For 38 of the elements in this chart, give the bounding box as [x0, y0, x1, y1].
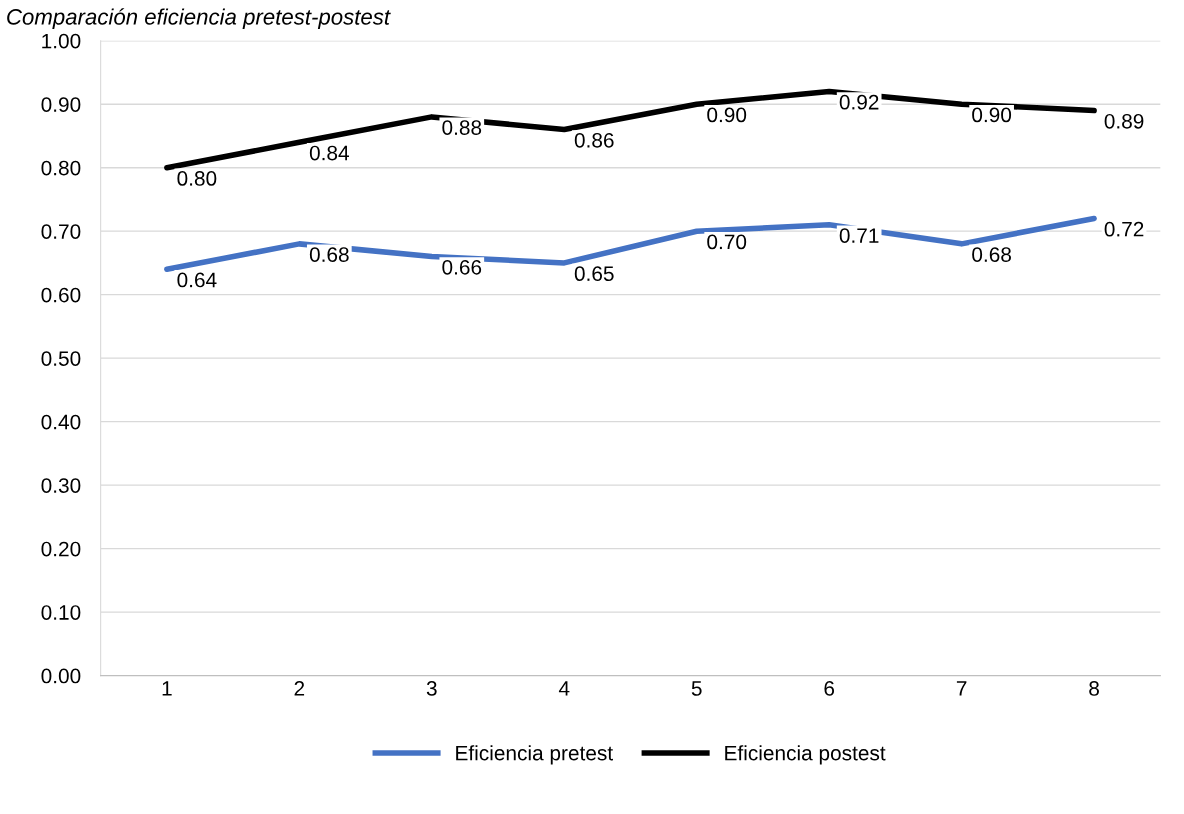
data-label: 0.88 — [442, 120, 482, 135]
y-tick-label: 0.80 — [41, 160, 81, 176]
y-tick-label: 0.40 — [41, 414, 81, 430]
data-label: 0.89 — [1104, 113, 1144, 129]
data-label: 0.68 — [972, 247, 1011, 262]
x-tick-label: 4 — [558, 681, 570, 696]
data-label: 0.80 — [177, 171, 217, 186]
legend-label: Eficiencia postest — [725, 745, 886, 765]
x-tick-label: 5 — [691, 681, 702, 696]
data-label: 0.71 — [839, 228, 879, 243]
data-label: 0.90 — [707, 107, 747, 123]
x-tick-label: 6 — [824, 681, 835, 696]
data-label: 0.72 — [1104, 221, 1144, 237]
y-tick-label: 0.70 — [41, 224, 81, 239]
y-tick-label: 0.10 — [41, 605, 81, 620]
x-tick-label: 7 — [956, 681, 967, 696]
data-label: 0.66 — [442, 259, 482, 275]
data-label: 0.86 — [574, 132, 614, 148]
y-tick-label: 0.90 — [41, 97, 81, 112]
x-tick-label: 8 — [1089, 681, 1099, 696]
y-tick-label: 0.60 — [41, 287, 81, 303]
data-label: 0.90 — [972, 107, 1012, 123]
data-label: 0.68 — [309, 247, 349, 262]
data-label: 0.84 — [309, 145, 349, 161]
data-label: 0.65 — [574, 266, 614, 282]
x-tick-label: 2 — [294, 681, 305, 696]
y-tick-label: 0.20 — [41, 541, 81, 557]
data-label: 0.70 — [707, 234, 747, 250]
y-tick-label: 1.00 — [42, 33, 81, 49]
y-tick-label: 0.50 — [41, 351, 81, 366]
x-tick-label: 1 — [162, 681, 172, 696]
y-tick-label: 0.00 — [41, 668, 81, 684]
data-label: 0.92 — [839, 94, 879, 110]
chart-title: Comparación eficiencia pretest-postest — [7, 8, 391, 30]
legend-label: Eficiencia pretest — [456, 745, 613, 765]
data-label: 0.64 — [177, 272, 217, 288]
y-tick-label: 0.30 — [41, 478, 81, 493]
x-tick-label: 3 — [426, 681, 437, 696]
